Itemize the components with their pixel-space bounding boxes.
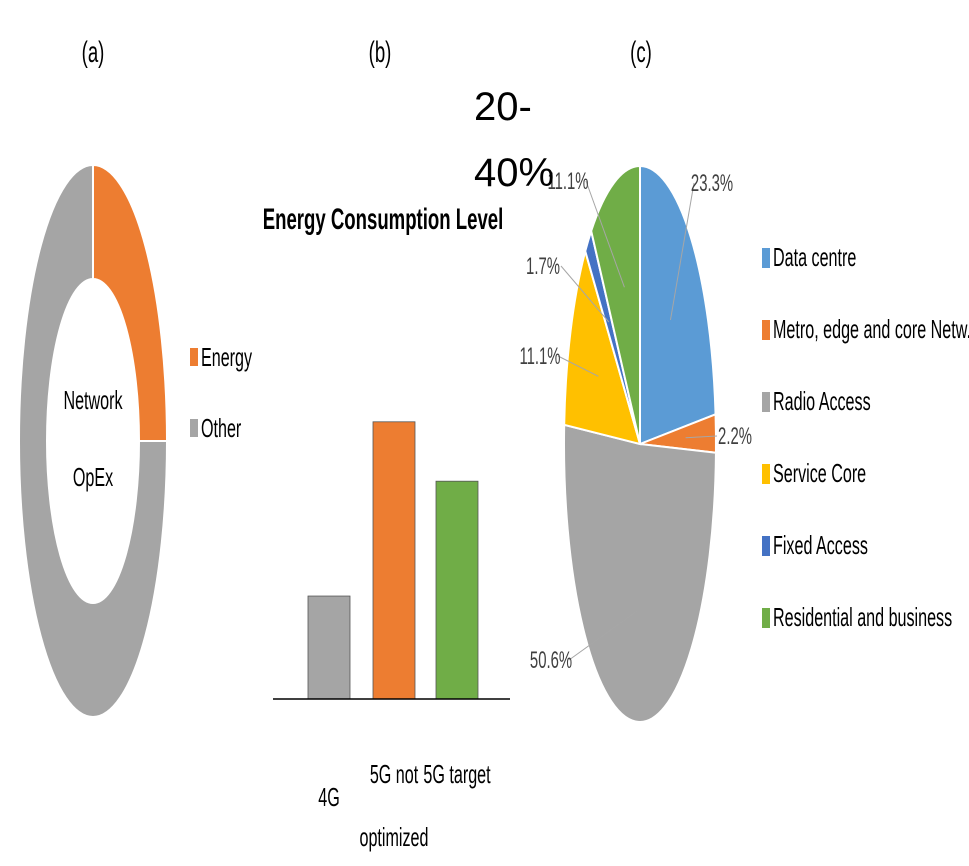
- pie-leader-line: [585, 180, 625, 288]
- pie-data-label: 23.3%: [691, 171, 733, 197]
- pie-leader-line: [560, 265, 610, 323]
- bar-chart-title: Energy Consumption Level: [263, 203, 504, 237]
- pie-slice-service-core: [563, 247, 642, 446]
- pie-leader-line: [568, 610, 639, 661]
- pie-legend-swatch: [762, 464, 770, 484]
- bar-chart: [307, 421, 479, 700]
- pie-data-label: 2.2%: [718, 424, 752, 450]
- pie-legend-swatch: [762, 536, 770, 556]
- pie-slice-residential-and-business: [590, 164, 641, 445]
- pie-data-label: 11.1%: [547, 169, 588, 195]
- donut-slice-other: [18, 163, 169, 718]
- pie-chart: 23.3% 2.2% 50.6% 11.1% 1.7% 11.1%: [519, 164, 752, 723]
- x-tick-label: 5G target: [423, 759, 490, 789]
- pie-leader-line: [685, 435, 718, 439]
- pie-legend-label: Data centre: [773, 242, 856, 272]
- pie-legend-swatch: [762, 392, 770, 412]
- donut-center-line1: Network: [63, 385, 122, 415]
- bar-x-labels: 4G 5G not optimized 5G target: [318, 759, 490, 852]
- x-tick-label: 4G: [318, 782, 340, 812]
- donut-chart: [18, 163, 169, 718]
- panel-b-tag: (b): [369, 36, 392, 70]
- legend-swatch-energy: [190, 348, 198, 366]
- pie-legend: Data centre Metro, edge and core Netw. Rad…: [762, 242, 969, 632]
- pie-leader-line: [557, 355, 599, 377]
- pie-legend-label: Service Core: [773, 458, 866, 488]
- savings-annotation-line2: 40%: [474, 151, 554, 195]
- pie-legend-swatch: [762, 608, 770, 628]
- donut-legend: Energy Other: [190, 342, 252, 443]
- pie-legend-label: Residential and business: [773, 602, 952, 632]
- legend-swatch-other: [190, 419, 198, 437]
- pie-legend-swatch: [762, 320, 770, 340]
- legend-label-energy: Energy: [201, 342, 252, 372]
- bar-5g-target: [435, 480, 479, 700]
- pie-leader-line: [669, 182, 695, 321]
- bar-5g-not-optimized: [372, 421, 416, 700]
- pie-legend-label: Radio Access: [773, 386, 871, 416]
- donut-center-line2: OpEx: [73, 462, 113, 492]
- x-tick-label: optimized: [360, 822, 429, 852]
- pie-slice-data-centre: [639, 164, 717, 446]
- pie-legend-swatch: [762, 248, 770, 268]
- pie-legend-label: Metro, edge and core Netw.: [773, 314, 969, 344]
- donut-slice-energy: [92, 163, 169, 442]
- legend-label-other: Other: [201, 413, 241, 443]
- pie-legend-label: Fixed Access: [773, 530, 868, 560]
- pie-data-label: 1.7%: [526, 254, 560, 280]
- pie-data-label: 11.1%: [519, 344, 560, 370]
- panel-c-tag: (c): [630, 36, 652, 70]
- x-tick-label: 5G not: [370, 759, 418, 789]
- bar-4g: [307, 595, 351, 700]
- pie-slice-radio-access: [563, 423, 717, 723]
- pie-data-label: 50.6%: [530, 648, 572, 674]
- savings-annotation-line1: 20-: [474, 85, 532, 129]
- panel-a-tag: (a): [82, 36, 105, 70]
